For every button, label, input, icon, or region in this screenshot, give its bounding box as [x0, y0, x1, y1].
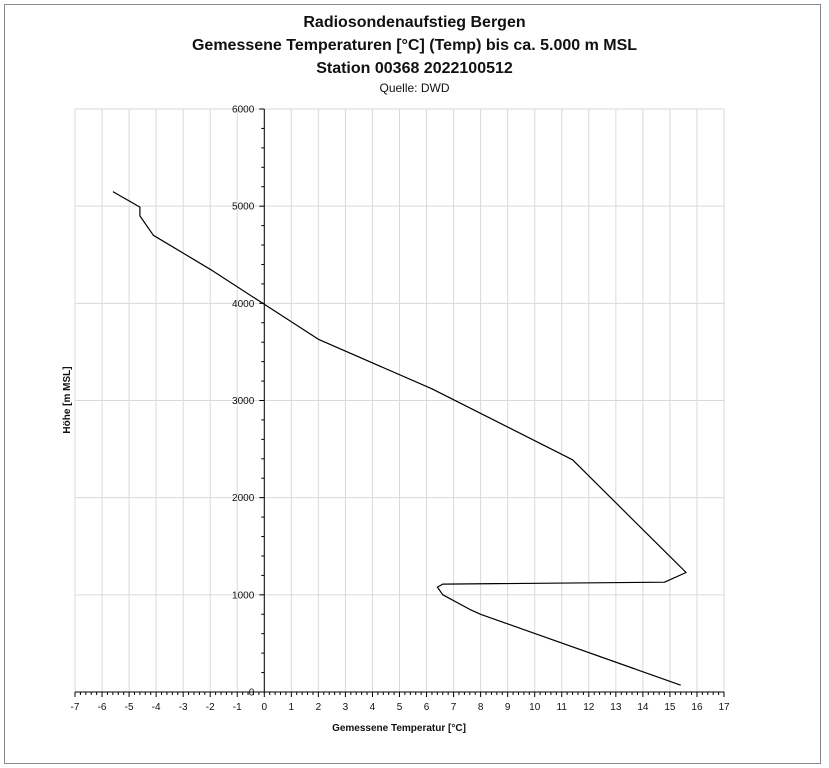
series-group — [112, 191, 687, 686]
chart-title: Radiosondenaufstieg Bergen — [303, 14, 526, 31]
chart-station: Station 00368 2022100512 — [316, 60, 513, 77]
x-tick-label: 11 — [557, 702, 568, 713]
gridlines — [74, 108, 725, 693]
x-tick-label: -2 — [206, 702, 215, 713]
x-tick-label: 3 — [343, 702, 349, 713]
x-tick-label: 5 — [397, 702, 403, 713]
chart-source: Quelle: DWD — [379, 81, 450, 95]
x-tick-label: 16 — [691, 702, 703, 713]
x-tick-label: -7 — [71, 702, 80, 713]
x-tick-label: 4 — [370, 702, 376, 713]
x-tick-label: -5 — [125, 702, 134, 713]
x-tick-label: 2 — [316, 702, 322, 713]
y-tick-label: 2000 — [232, 493, 255, 504]
x-tick-label: 12 — [583, 702, 595, 713]
y-tick-label: 3000 — [232, 396, 255, 407]
chart-frame — [4, 4, 821, 764]
x-tick-label: 17 — [718, 702, 730, 713]
x-tick-label: 0 — [262, 702, 268, 713]
series-line — [112, 191, 687, 686]
y-tick-label: 1000 — [232, 590, 255, 601]
x-tick-label: 7 — [451, 702, 457, 713]
y-axis-title: Höhe [m MSL] — [62, 366, 73, 433]
x-tick-label: 14 — [637, 702, 649, 713]
chart-subtitle: Gemessene Temperaturen [°C] (Temp) bis c… — [191, 37, 638, 54]
x-tick-label: 9 — [505, 702, 511, 713]
y-tick-label: 0 — [249, 688, 255, 699]
x-tick-label: 8 — [478, 702, 484, 713]
y-tick-label: 5000 — [232, 202, 255, 213]
axes — [74, 108, 725, 697]
tick-labels: -7 -6 -5 -4 -3 -2 -1 0 1 2 3 4 5 6 7 8 9 10 11 12 13 14 15 16 17… — [71, 105, 730, 714]
x-tick-label: -4 — [152, 702, 161, 713]
x-tick-label: -1 — [233, 702, 242, 713]
x-tick-label: 6 — [424, 702, 430, 713]
y-tick-label: 6000 — [232, 105, 255, 116]
x-tick-label: 1 — [289, 702, 295, 713]
x-axis-title: Gemessene Temperatur [°C] — [332, 723, 466, 734]
x-tick-label: 15 — [664, 702, 676, 713]
x-tick-label: 10 — [529, 702, 541, 713]
x-tick-label: -3 — [179, 702, 188, 713]
x-tick-label: -6 — [98, 702, 107, 713]
x-tick-label: 13 — [610, 702, 622, 713]
y-tick-label: 4000 — [232, 299, 255, 310]
